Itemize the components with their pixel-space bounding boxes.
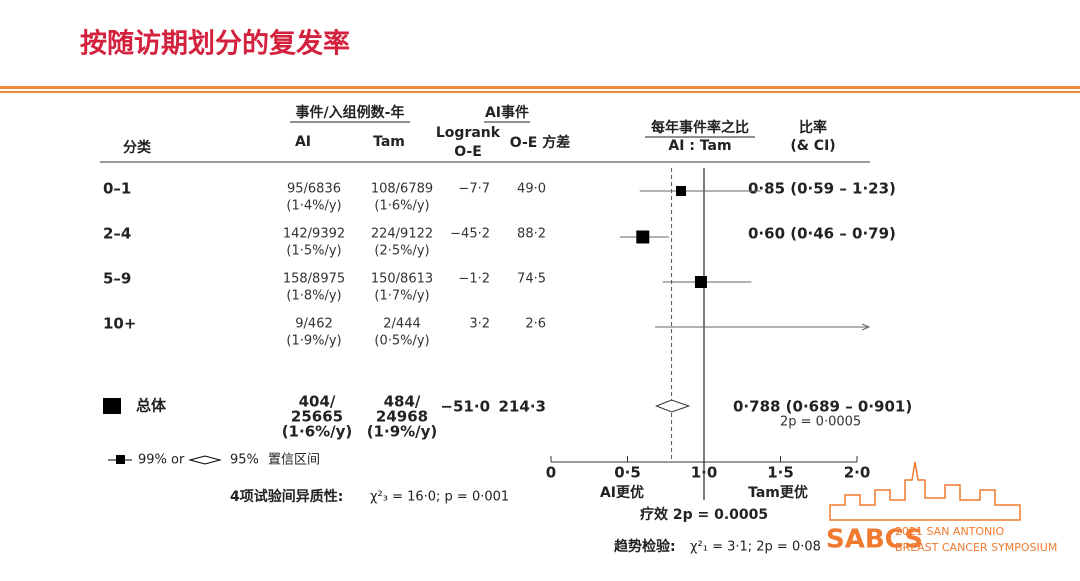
header: 每年事件率之比: [651, 119, 749, 136]
footer: 趋势检验:: [614, 538, 676, 555]
header: 事件/入组例数-年: [296, 104, 405, 121]
estimate: [694, 276, 707, 288]
cell: 49·0: [517, 182, 546, 197]
cell: (1·6%/y): [374, 199, 429, 214]
cell: (2·5%/y): [374, 244, 429, 259]
p-value: 2p = 0·0005: [780, 415, 861, 430]
ratio: 0·788 (0·689 – 0·901): [733, 398, 912, 416]
header: Logrank: [436, 125, 501, 141]
legend-diamond: [188, 455, 222, 465]
cell: 95/6836: [287, 182, 341, 197]
cell: (1·9%/y): [286, 334, 341, 349]
logo: SABCS: [826, 525, 923, 555]
footer: χ²₁ = 3·1; 2p = 0·08: [690, 540, 821, 555]
x-tick-label: 2·0: [844, 464, 871, 482]
rule: [0, 86, 1080, 89]
cell: (1·7%/y): [374, 289, 429, 304]
cell: 404/: [299, 393, 336, 411]
rule: [0, 91, 1080, 93]
cell: 142/9392: [283, 227, 345, 242]
footer: Tam更优: [748, 484, 808, 501]
category: 5–9: [103, 270, 131, 288]
header: 分类: [123, 139, 152, 156]
header: AI: [295, 134, 311, 150]
logo: 2021 SAN ANTONIO: [895, 525, 1005, 538]
cell: 24968: [376, 408, 428, 426]
footer: 疗效 2p = 0.0005: [640, 506, 768, 523]
cell: 484/: [384, 393, 421, 411]
cell: 158/8975: [283, 272, 345, 287]
overall-diamond: [655, 399, 691, 413]
cell: 214·3: [499, 398, 546, 416]
logo: BREAST CANCER SYMPOSIUM: [895, 541, 1057, 554]
overall-icon: [103, 398, 121, 414]
header: AI : Tam: [668, 138, 731, 154]
x-tick-label: 0·5: [614, 464, 641, 482]
header: (& CI): [790, 138, 835, 154]
header: Tam: [373, 134, 405, 150]
cell: 224/9122: [371, 227, 433, 242]
cell: 150/8613: [371, 272, 433, 287]
cell: 88·2: [517, 227, 546, 242]
cell: (1·6%/y): [282, 423, 353, 441]
header: AI事件: [485, 104, 529, 121]
cell: 108/6789: [371, 182, 433, 197]
category: 10+: [103, 315, 136, 333]
cell: −7·7: [458, 182, 490, 197]
cell: −45·2: [450, 227, 490, 242]
cell: 3·2: [469, 317, 490, 332]
cell: 2·6: [525, 317, 546, 332]
header: 比率: [799, 119, 827, 136]
footer: 4项试验间异质性:: [230, 488, 343, 505]
category: 总体: [136, 397, 167, 415]
title: 按随访期划分的复发率: [80, 28, 350, 60]
cell: 9/462: [295, 317, 332, 332]
cell: −1·2: [458, 272, 490, 287]
category: 0–1: [103, 180, 131, 198]
ratio: 0·60 (0·46 – 0·79): [748, 225, 896, 243]
footer: χ²₃ = 16·0; p = 0·001: [370, 490, 509, 505]
ci-arrow: [861, 323, 871, 331]
cell: 2/444: [383, 317, 420, 332]
estimate: [636, 230, 650, 244]
legend-text: 置信区间: [268, 453, 320, 468]
cell: (1·4%/y): [286, 199, 341, 214]
estimate: [676, 186, 687, 196]
cell: (1·5%/y): [286, 244, 341, 259]
cell: (1·9%/y): [367, 423, 438, 441]
legend-text: 95%: [230, 453, 259, 468]
ratio: 0·85 (0·59 – 1·23): [748, 180, 896, 198]
cell: (1·8%/y): [286, 289, 341, 304]
logo-skyline: [829, 461, 1021, 521]
cell: (0·5%/y): [374, 334, 429, 349]
cell: 74·5: [517, 272, 546, 287]
cell: −51·0: [440, 398, 490, 416]
footer: AI更优: [600, 484, 644, 501]
x-tick-label: 0: [546, 464, 556, 482]
category: 2–4: [103, 225, 131, 243]
header: O-E 方差: [510, 134, 570, 151]
header: O-E: [454, 144, 482, 160]
x-tick-label: 1·5: [767, 464, 794, 482]
cell: 25665: [291, 408, 343, 426]
legend-text: 99% or: [138, 453, 185, 468]
